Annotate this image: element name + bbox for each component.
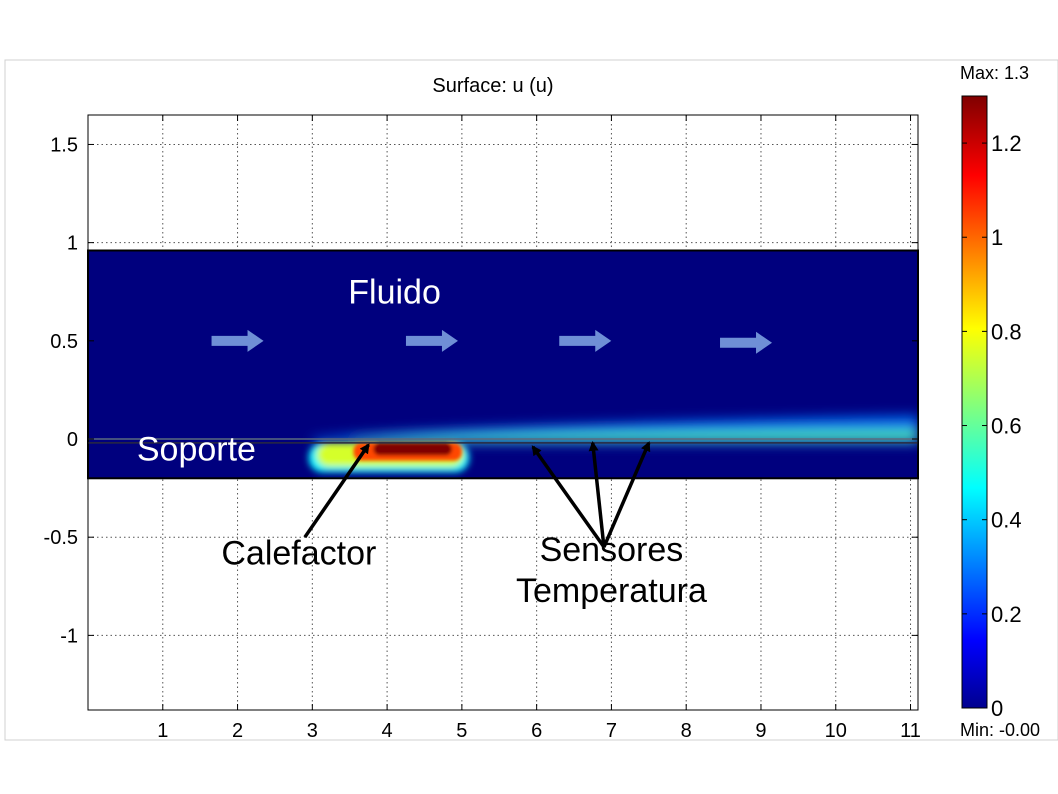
flow-arrow-icon: [720, 331, 773, 354]
hotspot-boundary-layer: [312, 415, 918, 444]
axes: 1 2 3 4 5 6 7 8 9 10 11 1.5 1 0.5 0 -0.5 -1: [44, 114, 921, 742]
y-tick-label: 1.5: [50, 134, 78, 156]
x-tick-label: 6: [531, 720, 542, 742]
domain-support: [88, 442, 918, 479]
colorbar-tick-label: 0.8: [991, 319, 1022, 344]
x-tick-label: 3: [307, 720, 318, 742]
colorbar: [961, 95, 988, 709]
colorbar-ticks: 1.2 1 0.8 0.6 0.4 0.2 0: [962, 131, 1022, 721]
flow-arrow-icon: [211, 329, 264, 352]
y-tick-label: 0.5: [50, 331, 78, 353]
colorbar-tick-label: 1: [991, 225, 1003, 250]
flow-arrow-icon: [405, 329, 458, 352]
flow-arrow-icon: [559, 329, 612, 352]
colorbar-max-label: Max: 1.3: [960, 63, 1029, 83]
label-soporte: Soporte: [137, 431, 256, 469]
y-tick-label: -1: [60, 625, 78, 647]
hotspot-heater: [353, 442, 462, 461]
y-tick-label: 1: [67, 233, 78, 255]
label-temperatura: Temperatura: [516, 572, 707, 610]
arrow-calefactor: [303, 443, 370, 539]
arrow-sensor-3: [602, 441, 651, 548]
colorbar-tick-label: 0.6: [991, 414, 1022, 439]
x-tick-label: 7: [606, 720, 617, 742]
colorbar-tick-label: 0: [991, 696, 1003, 721]
flow-arrows: [88, 329, 918, 444]
domain-fill: [87, 249, 919, 480]
label-fluido: Fluido: [348, 274, 441, 312]
chart-title: Surface: u (u): [432, 75, 553, 97]
y-tick-label: 0: [67, 429, 78, 451]
colorbar-tick-label: 0.2: [991, 602, 1022, 627]
colorbar-tick-label: 0.4: [991, 508, 1022, 533]
x-tick-label: 5: [456, 720, 467, 742]
x-tick-label: 8: [681, 720, 692, 742]
arrow-sensor-2: [588, 440, 606, 548]
arrow-sensor-1: [531, 445, 606, 549]
temperature-field: [308, 415, 918, 473]
label-sensores: Sensores: [540, 531, 684, 569]
x-tick-label: 11: [900, 720, 921, 742]
x-tick-label: 2: [232, 720, 243, 742]
y-tick-label: -0.5: [44, 527, 78, 549]
x-tick-label: 1: [157, 720, 168, 742]
label-calefactor: Calefactor: [221, 535, 376, 573]
x-tick-label: 4: [382, 720, 393, 742]
annotations: Fluido Soporte Calefactor SensoresTemperatu…: [137, 274, 707, 610]
plot-border: [87, 114, 919, 711]
x-tick-label: 10: [825, 720, 847, 742]
x-tick-label: 9: [755, 720, 766, 742]
domain-fluid: [88, 250, 918, 443]
colorbar-min-label: Min: -0.00: [960, 720, 1040, 740]
colorbar-tick-label: 1.2: [991, 131, 1022, 156]
